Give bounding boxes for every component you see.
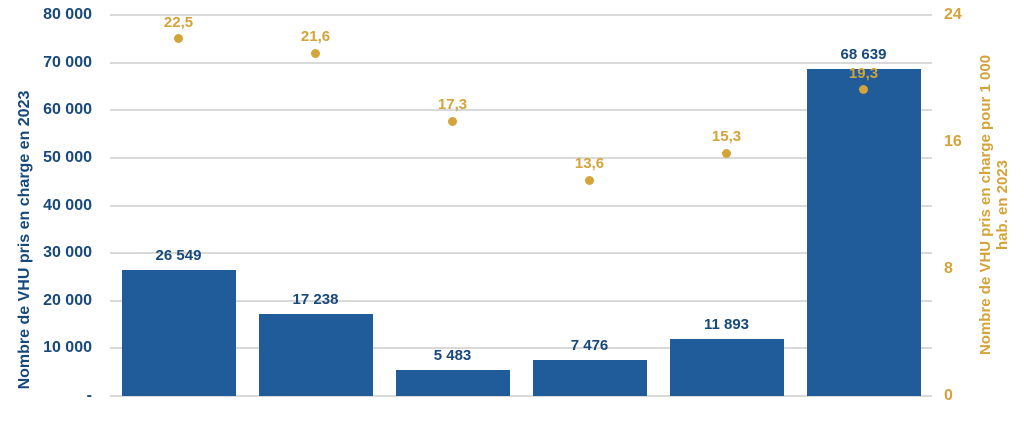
- bar-value-label: 5 483: [433, 346, 472, 364]
- scatter-dot: [448, 116, 457, 126]
- right-axis-title-line1: Nombre de VHU pris en charge pour 1 000: [977, 54, 994, 356]
- bar-value-label: 7 476: [570, 337, 609, 355]
- gridline: [110, 156, 932, 159]
- bar: [669, 339, 784, 396]
- y-axis-right-tick-label: 24: [944, 6, 962, 23]
- gridline: [110, 61, 932, 64]
- right-axis-title-line2: hab. en 2023: [994, 159, 1011, 251]
- gridline: [110, 109, 932, 112]
- gridline: [110, 395, 932, 397]
- y-axis-left-tick-label: 30 000: [43, 244, 92, 262]
- y-axis-left-tick-label: 60 000: [43, 101, 92, 119]
- scatter-value-label: 21,6: [300, 28, 331, 46]
- y-axis-left-tick-label: 70 000: [43, 53, 92, 71]
- y-axis-right-tick-label: 0: [944, 387, 953, 404]
- y-axis-left-tick-label: -: [86, 387, 92, 404]
- scatter-dot: [311, 48, 320, 58]
- bar: [532, 360, 647, 396]
- bar-value-label: 68 639: [840, 46, 887, 64]
- scatter-value-label: 13,6: [574, 155, 605, 173]
- right-axis-title: Nombre de VHU pris en charge pour 1 000 …: [977, 35, 1011, 375]
- y-axis-left-tick-label: 80 000: [43, 6, 92, 23]
- y-axis-left-tick-label: 20 000: [43, 291, 92, 309]
- y-axis-right-tick-label: 16: [944, 133, 962, 150]
- scatter-value-label: 15,3: [711, 128, 742, 146]
- y-axis-left-tick-label: 40 000: [43, 196, 92, 214]
- y-axis-left-tick-label: 50 000: [43, 148, 92, 166]
- scatter-value-label: 17,3: [437, 96, 468, 114]
- bar-value-label: 26 549: [155, 246, 202, 264]
- gridline: [110, 252, 932, 255]
- bar: [395, 369, 510, 396]
- gridline: [110, 299, 932, 302]
- bar-value-label: 17 238: [292, 290, 339, 308]
- gridline: [110, 14, 932, 16]
- bar: [258, 313, 373, 396]
- scatter-dot: [859, 85, 868, 95]
- bar-value-label: 11 893: [703, 316, 750, 334]
- bar: [806, 69, 921, 396]
- scatter-dot: [174, 34, 183, 44]
- y-axis-left-tick-label: 10 000: [43, 339, 92, 357]
- scatter-dot: [585, 175, 594, 185]
- bar: [121, 269, 236, 396]
- y-axis-right-tick-label: 8: [944, 260, 953, 277]
- gridline: [110, 204, 932, 207]
- gridline: [110, 347, 932, 350]
- scatter-value-label: 19,3: [848, 64, 879, 82]
- scatter-dot: [722, 148, 731, 158]
- scatter-value-label: 22,5: [163, 13, 194, 31]
